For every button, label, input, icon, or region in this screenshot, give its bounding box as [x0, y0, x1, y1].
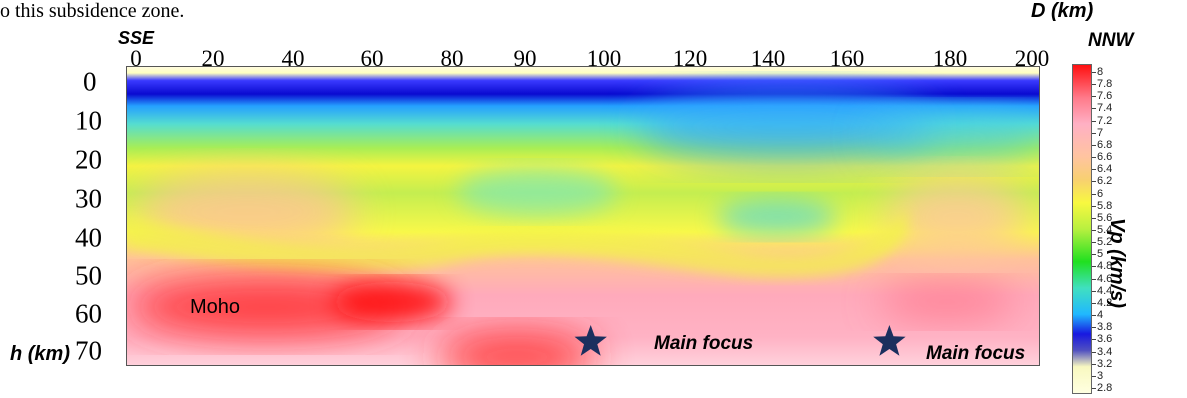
colorbar-tick-label: 8 [1097, 66, 1104, 78]
colorbar-tick-label: 7.4 [1097, 102, 1113, 115]
colorbar-tick-label: 3 [1097, 369, 1104, 382]
x-axis-title: D (km) [1031, 0, 1094, 22]
colorbar-tick-mark [1092, 230, 1096, 231]
colorbar-tick-label: 5.4 [1097, 224, 1113, 236]
colorbar-tick-mark [1092, 144, 1096, 146]
colorbar-label: Vp (km/s) [1106, 218, 1128, 309]
colorbar-tick-mark [1092, 132, 1096, 134]
colorbar-tick-mark [1092, 290, 1096, 292]
y-tick-0: 0 [83, 66, 97, 97]
cyan-pocket-middle [457, 168, 617, 216]
colorbar-tick-label: 4.6 [1097, 272, 1113, 285]
colorbar-tick-mark [1092, 120, 1096, 122]
x-tick-0: 0 [130, 46, 142, 71]
heatmap-svg [127, 67, 1039, 365]
colorbar-tick-mark [1092, 388, 1096, 389]
colorbar [1072, 64, 1092, 394]
red-high-moho-core [332, 282, 452, 322]
colorbar-tick-label: 3.2 [1097, 357, 1113, 370]
cyan-pocket-right [717, 199, 837, 235]
colorbar-tick-label: 6 [1097, 187, 1104, 200]
y-tick-5: 50 [75, 260, 102, 291]
main-focus-star-2 [873, 325, 906, 356]
colorbar-tick-mark [1092, 193, 1096, 195]
colorbar-tick-label: 3.8 [1097, 321, 1113, 334]
colorbar-svg [1073, 65, 1091, 393]
moho-label: Moho [190, 296, 241, 318]
y-tick-2: 20 [75, 144, 102, 175]
x-tick-1: 20 [201, 46, 225, 71]
red-high-bottom [437, 332, 597, 365]
direction-right-label: NNW [1088, 30, 1134, 51]
main-focus-label-1: Main focus [654, 333, 754, 354]
colorbar-tick-mark [1092, 278, 1096, 280]
y-tick-6: 60 [75, 298, 102, 329]
colorbar-tick-label: 7.2 [1097, 114, 1113, 127]
pink-high-right [877, 284, 1017, 320]
colorbar-tick-label: 6.8 [1097, 138, 1113, 151]
colorbar-tick-mark [1092, 181, 1096, 183]
colorbar-tick-mark [1092, 108, 1096, 110]
colorbar-tick-label: 7 [1097, 126, 1104, 139]
colorbar-tick-mark [1092, 302, 1096, 304]
low-velocity-zone-upper-right [637, 92, 937, 162]
colorbar-tick-mark [1092, 339, 1096, 341]
colorbar-tick-mark [1092, 96, 1096, 98]
velocity-heatmap [126, 66, 1040, 366]
colorbar-tick-label: 5.2 [1097, 236, 1113, 249]
colorbar-tick-label: 4.2 [1097, 296, 1113, 309]
y-tick-4: 40 [75, 222, 102, 253]
colorbar-tick-label: 5 [1097, 248, 1104, 261]
colorbar-tick-mark [1092, 363, 1096, 365]
y-tick-7: 70 [75, 335, 102, 366]
colorbar-tick-mark [1092, 205, 1096, 207]
colorbar-tick-label: 4.4 [1097, 284, 1113, 297]
colorbar-tick-label: 2.8 [1097, 382, 1113, 394]
colorbar-tick-mark [1092, 254, 1096, 256]
colorbar-tick-label: 3.4 [1097, 345, 1113, 358]
colorbar-tick-mark [1092, 351, 1096, 353]
colorbar-tick-mark [1092, 315, 1096, 317]
colorbar-tick-mark [1092, 169, 1096, 171]
colorbar-tick-label: 6.4 [1097, 163, 1113, 176]
orange-high-right [887, 179, 1027, 255]
colorbar-tick-label: 6.2 [1097, 175, 1113, 188]
y-axis-title: h (km) [10, 343, 70, 365]
colorbar-tick-mark [1092, 242, 1096, 244]
colorbar-tick-label: 5.6 [1097, 211, 1113, 224]
x-tick-3: 60 [360, 46, 384, 71]
colorbar-tick-mark [1092, 375, 1096, 377]
direction-left-label: SSE [118, 28, 155, 48]
colorbar-tick-label: 5.8 [1097, 199, 1113, 212]
colorbar-tick-label: 4.8 [1097, 260, 1113, 273]
colorbar-tick-label: 4 [1097, 309, 1104, 322]
main-focus-star-1 [574, 325, 607, 356]
low-velocity-zone-right [867, 112, 1039, 162]
x-tick-2: 40 [281, 46, 305, 71]
colorbar-tick-mark [1092, 84, 1096, 86]
x-tick-5: 90 [513, 46, 537, 71]
colorbar-tick-mark [1092, 327, 1096, 329]
y-tick-1: 10 [75, 105, 102, 136]
colorbar-gradient [1073, 65, 1091, 393]
colorbar-tick-label: 7.6 [1097, 90, 1113, 103]
main-focus-label-2: Main focus [926, 343, 1026, 364]
red-high-moho-left [127, 277, 407, 337]
colorbar-tick-label: 7.8 [1097, 78, 1113, 91]
caption-fragment: o this subsidence zone. [0, 0, 185, 22]
colorbar-tick-mark [1092, 217, 1096, 219]
x-tick-4: 80 [440, 46, 464, 71]
colorbar-tick-mark [1092, 72, 1096, 73]
yellow-band [127, 207, 907, 278]
colorbar-tick-mark [1092, 266, 1096, 268]
colorbar-tick-label: 3.6 [1097, 333, 1113, 346]
y-tick-3: 30 [75, 183, 102, 214]
colorbar-tick-label: 6.6 [1097, 151, 1113, 164]
colorbar-tick-mark [1092, 157, 1096, 159]
